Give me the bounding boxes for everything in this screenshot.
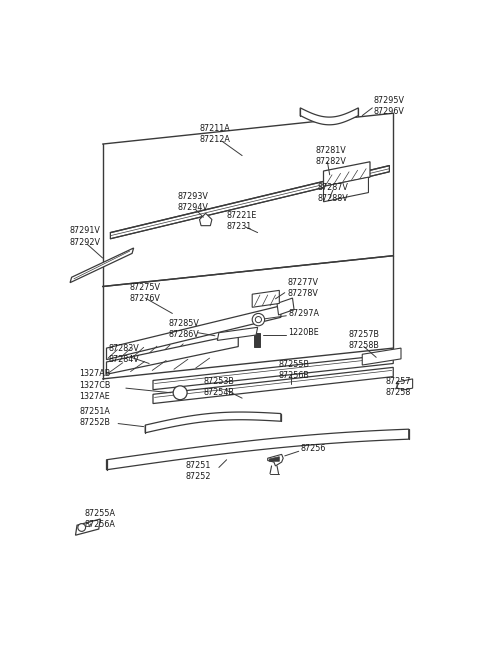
Circle shape xyxy=(252,314,264,326)
Text: 87255A
87256A: 87255A 87256A xyxy=(85,509,116,529)
Polygon shape xyxy=(269,457,279,461)
Circle shape xyxy=(255,316,262,323)
Text: 87255B
87256B: 87255B 87256B xyxy=(278,360,310,380)
Text: 87251
87252: 87251 87252 xyxy=(185,461,211,481)
Polygon shape xyxy=(277,298,294,315)
Text: 1220BE: 1220BE xyxy=(288,328,319,337)
Polygon shape xyxy=(70,248,133,283)
Text: 87257
87258: 87257 87258 xyxy=(385,377,411,397)
Text: 87277V
87278V: 87277V 87278V xyxy=(287,278,318,298)
Text: 87281V
87282V: 87281V 87282V xyxy=(316,145,347,166)
Polygon shape xyxy=(252,290,279,307)
Text: 87221E
87231: 87221E 87231 xyxy=(227,211,257,231)
Polygon shape xyxy=(107,334,238,374)
Text: 87287V
87288V: 87287V 87288V xyxy=(317,183,348,202)
Circle shape xyxy=(78,523,85,531)
Text: 87275V
87276V: 87275V 87276V xyxy=(130,282,161,303)
Polygon shape xyxy=(107,306,281,360)
Text: 1327AB
1327CB
1327AE: 1327AB 1327CB 1327AE xyxy=(79,369,111,401)
Polygon shape xyxy=(254,333,260,346)
Text: 87251A
87252B: 87251A 87252B xyxy=(79,407,110,428)
Polygon shape xyxy=(397,379,413,390)
Polygon shape xyxy=(362,348,401,365)
Polygon shape xyxy=(110,166,389,239)
Polygon shape xyxy=(324,162,370,187)
Polygon shape xyxy=(75,519,100,535)
Text: 87253B
87254B: 87253B 87254B xyxy=(204,377,234,397)
Text: 87293V
87294V: 87293V 87294V xyxy=(178,192,209,212)
Text: 87291V
87292V: 87291V 87292V xyxy=(69,227,100,246)
Text: 87295V
87296V: 87295V 87296V xyxy=(374,96,405,115)
Polygon shape xyxy=(200,214,212,226)
Polygon shape xyxy=(153,367,393,403)
Text: 87256: 87256 xyxy=(300,443,325,453)
Polygon shape xyxy=(324,177,369,202)
Polygon shape xyxy=(153,354,393,390)
Polygon shape xyxy=(268,455,283,466)
Text: 87297A: 87297A xyxy=(288,309,320,318)
Text: 87257B
87258B: 87257B 87258B xyxy=(348,330,379,350)
Text: 87285V
87286V: 87285V 87286V xyxy=(168,319,199,339)
Text: 87283V
87284V: 87283V 87284V xyxy=(108,345,139,364)
Polygon shape xyxy=(107,429,409,470)
Polygon shape xyxy=(300,108,359,125)
Text: 87211A
87212A: 87211A 87212A xyxy=(200,124,230,144)
Circle shape xyxy=(173,386,187,400)
Polygon shape xyxy=(145,412,281,433)
Polygon shape xyxy=(217,328,258,341)
